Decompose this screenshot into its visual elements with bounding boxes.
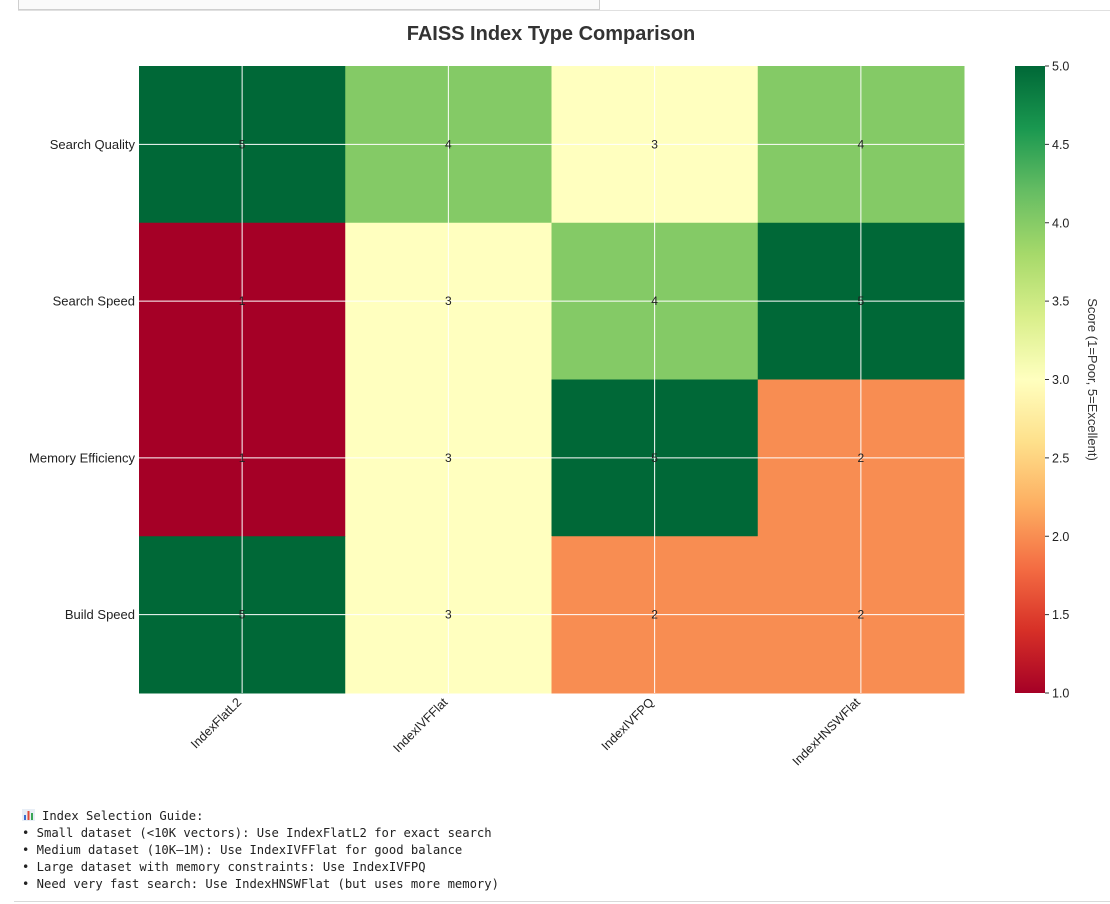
colorbar-tick-label: 2.0 [1052,530,1069,544]
row-tick-labels: Search Quality Search Speed Memory Efficie… [29,137,135,622]
cell-value-label: 3 [445,294,452,308]
column-tick-label: IndexHNSWFlat [790,695,864,769]
cell-value-label: 4 [858,137,865,151]
column-tick-label: IndexIVFPQ [599,695,657,753]
guide-line: • Medium dataset (10K–1M): Use IndexIVFF… [22,843,463,857]
row-tick-label: Search Speed [53,294,135,309]
cell-value-label: 2 [651,608,658,622]
cell-value-label: 3 [651,137,658,151]
cell-value-label: 4 [445,137,452,151]
cell-value-labels: 5 4 3 4 1 3 4 5 1 3 5 2 5 3 2 2 [239,137,865,621]
cell-value-label: 1 [239,294,246,308]
cell-value-label: 3 [445,451,452,465]
colorbar-tick-label: 1.0 [1052,687,1069,701]
heatmap-chart: FAISS Index Type Comparison 5 4 3 4 1 3 4 5 1 3 5 2… [29,23,1100,769]
row-tick-label: Search Quality [50,137,136,152]
colorbar-tick-label: 4.0 [1052,216,1069,230]
guide-heading: Index Selection Guide: [42,809,204,823]
colorbar-tick-label: 5.0 [1052,60,1069,74]
colorbar-tick-label: 1.5 [1052,608,1069,622]
index-selection-guide: Index Selection Guide: • Small dataset (… [22,808,499,893]
cell-value-label: 3 [445,608,452,622]
colorbar-label: Score (1=Poor, 5=Excellent) [1085,298,1100,461]
output-bottom-rule [14,901,1110,902]
guide-line: • Need very fast search: Use IndexHNSWFl… [22,877,499,891]
row-tick-label: Memory Efficiency [29,450,135,465]
previous-output-edge [18,0,1110,11]
chart-title: FAISS Index Type Comparison [407,23,696,45]
grid-lines [139,66,964,693]
colorbar-tick-label: 3.5 [1052,295,1069,309]
heatmap-cells [139,66,965,694]
colorbar [1015,66,1045,693]
column-tick-labels: IndexFlatL2 IndexIVFFlat IndexIVFPQ IndexHN… [188,695,863,769]
colorbar-tick-label: 4.5 [1052,138,1069,152]
cell-value-label: 2 [858,608,865,622]
row-tick-label: Build Speed [65,607,135,622]
column-tick-label: IndexFlatL2 [188,695,244,751]
colorbar-tick-labels: 1.0 1.5 2.0 2.5 3.0 3.5 4.0 4.5 5.0 [1045,60,1069,701]
colorbar-tick-label: 3.0 [1052,373,1069,387]
bar-chart-icon [22,809,35,821]
cell-value-label: 5 [858,294,865,308]
colorbar-tick-label: 2.5 [1052,451,1069,465]
cell-value-label: 1 [239,451,246,465]
cell-value-label: 2 [858,451,865,465]
guide-line: • Small dataset (<10K vectors): Use Inde… [22,826,492,840]
column-tick-label: IndexIVFFlat [390,695,450,755]
guide-line: • Large dataset with memory constraints:… [22,860,426,874]
cell-value-label: 4 [651,294,658,308]
cell-value-label: 5 [239,608,246,622]
cell-value-label: 5 [651,451,658,465]
cell-value-label: 5 [239,137,246,151]
